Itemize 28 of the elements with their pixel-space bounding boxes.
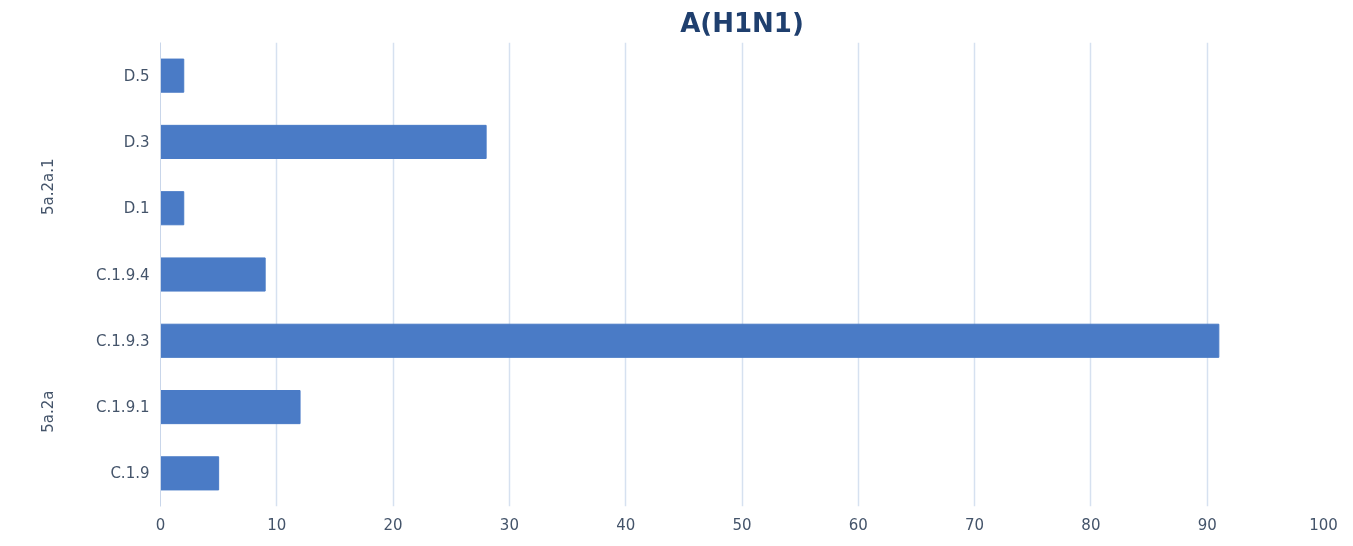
- bar: [160, 257, 266, 292]
- x-tick-label: 20: [383, 515, 403, 534]
- x-tick-label: 30: [499, 515, 519, 534]
- bar: [160, 390, 301, 425]
- bar: [160, 191, 185, 226]
- x-tick-label: 0: [155, 515, 166, 534]
- x-tick-label: 40: [616, 515, 636, 534]
- y-tick-label: D.3: [123, 132, 150, 151]
- chart-title: A(H1N1): [680, 7, 804, 38]
- bar: [160, 124, 487, 159]
- bar: [160, 456, 220, 491]
- text: 5a.2a.1: [38, 158, 57, 216]
- y-tick-label: D.1: [123, 199, 150, 218]
- x-tick-label: 90: [1197, 515, 1217, 534]
- y-tick-label: C.1.9.1: [96, 398, 150, 417]
- x-tick-label: 100: [1309, 515, 1338, 534]
- x-tick-label: 50: [732, 515, 752, 534]
- x-tick-label: 60: [848, 515, 868, 534]
- y-tick-label: C.1.9.4: [96, 265, 150, 284]
- x-tick-label: 70: [965, 515, 985, 534]
- y-tick-label: D.5: [123, 66, 150, 85]
- text: 5a.2a: [38, 390, 57, 433]
- x-tick-label: 80: [1081, 515, 1101, 534]
- x-tick-label: 10: [267, 515, 287, 534]
- bar: [160, 58, 185, 93]
- bar: [160, 323, 1220, 358]
- y-tick-label: C.1.9.3: [96, 331, 150, 350]
- y-tick-label: C.1.9: [110, 464, 150, 483]
